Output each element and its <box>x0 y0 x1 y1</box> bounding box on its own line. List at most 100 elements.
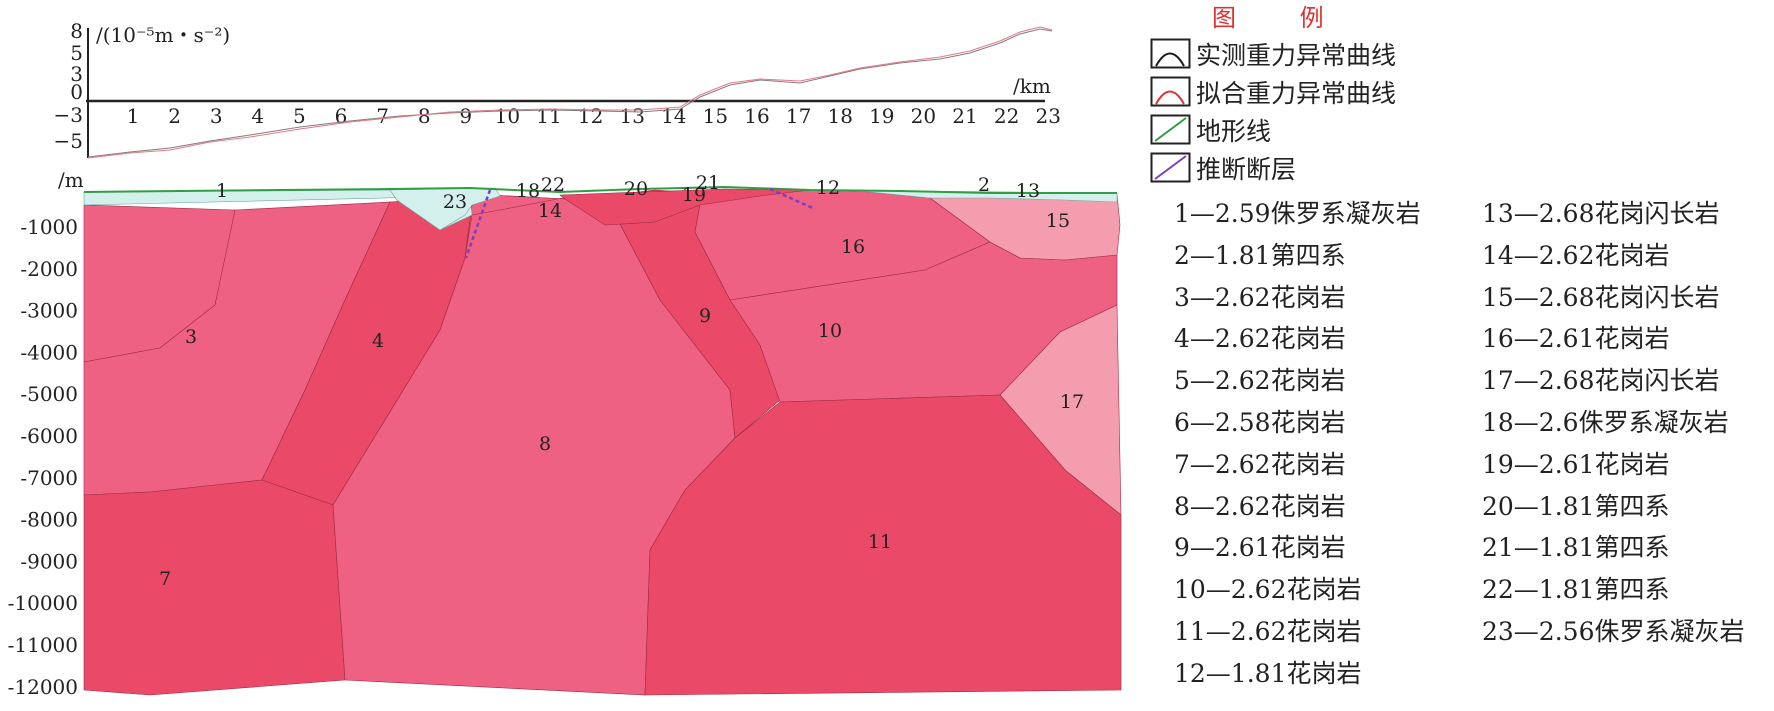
legend-unit-item: 2—1.81第四系 <box>1174 240 1346 270</box>
density-model: 1 2 3 4 7 8 9 10 11 12 13 14 15 16 17 18… <box>8 168 1122 699</box>
legend-title: 图 例 <box>1212 4 1352 32</box>
km-tick-label: 5 <box>293 104 306 128</box>
terrain-line <box>83 185 1117 194</box>
km-tick-label: 21 <box>952 104 977 128</box>
depth-tick-label: -1000 <box>20 215 78 239</box>
legend-symbol-label: 地形线 <box>1196 117 1272 146</box>
fault-line-icon <box>1150 152 1191 183</box>
depth-tick-label: -9000 <box>20 549 78 573</box>
legend-unit-item: 22—1.81第四系 <box>1482 575 1670 605</box>
km-tick-label: 2 <box>168 104 181 128</box>
km-tick-label: 15 <box>703 104 728 128</box>
block-label: 9 <box>699 305 711 327</box>
depth-tick-label: -5000 <box>20 382 78 406</box>
depth-tick-label: -6000 <box>20 424 78 448</box>
block-label: 4 <box>372 330 384 352</box>
legend-unit-item: 7—2.62花岗岩 <box>1174 449 1346 479</box>
block-label: 8 <box>539 433 551 455</box>
block-10 <box>729 241 1118 403</box>
km-tick-label: 9 <box>459 104 472 128</box>
depth-tick-label: -7000 <box>20 466 78 490</box>
km-tick-label: 11 <box>536 104 561 128</box>
depth-tick-label: -2000 <box>20 257 78 281</box>
depth-tick-label: -10000 <box>8 591 78 615</box>
km-tick-label: 3 <box>210 104 223 128</box>
block-19-20 <box>559 188 811 226</box>
fitted-curve-icon <box>1150 76 1191 107</box>
legend-unit-item: 1—2.59侏罗系凝灰岩 <box>1174 199 1421 228</box>
block-label: 12 <box>816 177 840 199</box>
observed-curve-icon <box>1150 38 1191 69</box>
km-tick-label: 6 <box>335 104 348 128</box>
block-label: 7 <box>159 568 171 590</box>
legend-unit-item: 12—1.81花岗岩 <box>1174 658 1362 688</box>
legend-unit-item: 4—2.62花岗岩 <box>1174 324 1346 354</box>
legend-unit-item: 3—2.62花岗岩 <box>1174 282 1346 312</box>
legend-unit-item: 9—2.61花岗岩 <box>1174 533 1346 563</box>
fault-line <box>769 187 816 211</box>
legend-unit-item: 20—1.81第四系 <box>1482 491 1670 521</box>
depth-unit-label: /m <box>58 168 84 192</box>
block-label: 19 <box>682 184 706 206</box>
km-tick-label: 18 <box>827 104 852 128</box>
depth-tick-label: -8000 <box>20 508 78 532</box>
km-tick-label: 16 <box>744 104 769 128</box>
legend-fault-line: 推断断层 <box>1150 150 1296 186</box>
block-11 <box>644 394 1122 696</box>
block-label: 22 <box>541 174 565 196</box>
legend-unit-item: 18—2.6侏罗系凝灰岩 <box>1482 408 1729 437</box>
gravity-unit-label: /(10⁻⁵m・s⁻²) <box>96 23 230 47</box>
depth-tick-label: -3000 <box>20 299 78 323</box>
legend-unit-item: 5—2.62花岗岩 <box>1174 366 1346 396</box>
legend-unit-item: 6—2.58花岗岩 <box>1174 408 1346 437</box>
gravity-tick: 5 <box>70 41 83 65</box>
gravity-tick: 8 <box>70 19 83 43</box>
block-label: 21 <box>696 172 720 194</box>
legend-unit-item: 21—1.81第四系 <box>1482 533 1670 563</box>
depth-tick-labels: -1000 -2000 -3000 -4000 -5000 -6000 -7000 -8000… <box>8 215 78 699</box>
block-label: 1 <box>216 180 228 202</box>
legend-unit-item: 19—2.61花岗岩 <box>1482 449 1670 479</box>
block-label: 15 <box>1046 210 1070 232</box>
km-tick-labels: 1 2 3 4 5 6 7 8 9 10 11 12 13 14 15 16 17 18 19 20 21 22 23 <box>127 104 1061 128</box>
km-tick-label: 10 <box>495 104 520 128</box>
legend-unit-item: 8—2.62花岗岩 <box>1174 491 1346 521</box>
legend-unit-item: 10—2.62花岗岩 <box>1174 575 1362 605</box>
km-tick-label: 7 <box>376 104 389 128</box>
block-label: 23 <box>443 191 467 213</box>
gravity-tick: −5 <box>54 129 83 153</box>
block-label: 14 <box>538 200 562 222</box>
legend-unit-item: 17—2.68花岗闪长岩 <box>1482 366 1720 396</box>
km-tick-label: 17 <box>786 104 811 128</box>
km-tick-label: 13 <box>619 104 644 128</box>
block-label: 11 <box>868 531 892 553</box>
legend-fitted-curve: 拟合重力异常曲线 <box>1150 74 1396 110</box>
legend-unit-item: 13—2.68花岗闪长岩 <box>1482 199 1720 228</box>
legend-unit-item: 15—2.68花岗闪长岩 <box>1482 282 1720 312</box>
legend-symbol-label: 推断断层 <box>1196 155 1297 184</box>
terrain-line-icon <box>1150 114 1191 145</box>
block-label: 18 <box>516 180 540 202</box>
km-tick-label: 1 <box>127 104 140 128</box>
legend-terrain-line: 地形线 <box>1150 112 1271 148</box>
observed-gravity-curve <box>87 28 1053 158</box>
legend-unit-item: 11—2.62花岗岩 <box>1174 617 1362 646</box>
block-label: 3 <box>185 326 197 348</box>
gravity-tick: 3 <box>70 62 83 86</box>
km-tick-label: 4 <box>251 104 264 128</box>
km-unit-label: /km <box>1013 74 1051 98</box>
depth-tick-label: -12000 <box>8 675 78 699</box>
gravity-tick: −3 <box>54 103 83 127</box>
km-tick-label: 23 <box>1035 104 1060 128</box>
block-label: 17 <box>1060 391 1084 413</box>
block-label: 13 <box>1016 180 1040 202</box>
legend-symbol-label: 拟合重力异常曲线 <box>1196 79 1397 108</box>
legend-unit-item: 23—2.56侏罗系凝灰岩 <box>1482 617 1745 646</box>
depth-tick-label: -11000 <box>8 633 78 657</box>
gravity-tick: 0 <box>70 80 83 104</box>
km-tick-label: 20 <box>911 104 936 128</box>
block-label: 10 <box>818 320 842 342</box>
block-label: 2 <box>978 174 990 196</box>
